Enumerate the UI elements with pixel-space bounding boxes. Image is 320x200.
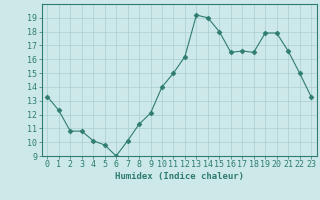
X-axis label: Humidex (Indice chaleur): Humidex (Indice chaleur) [115, 172, 244, 181]
